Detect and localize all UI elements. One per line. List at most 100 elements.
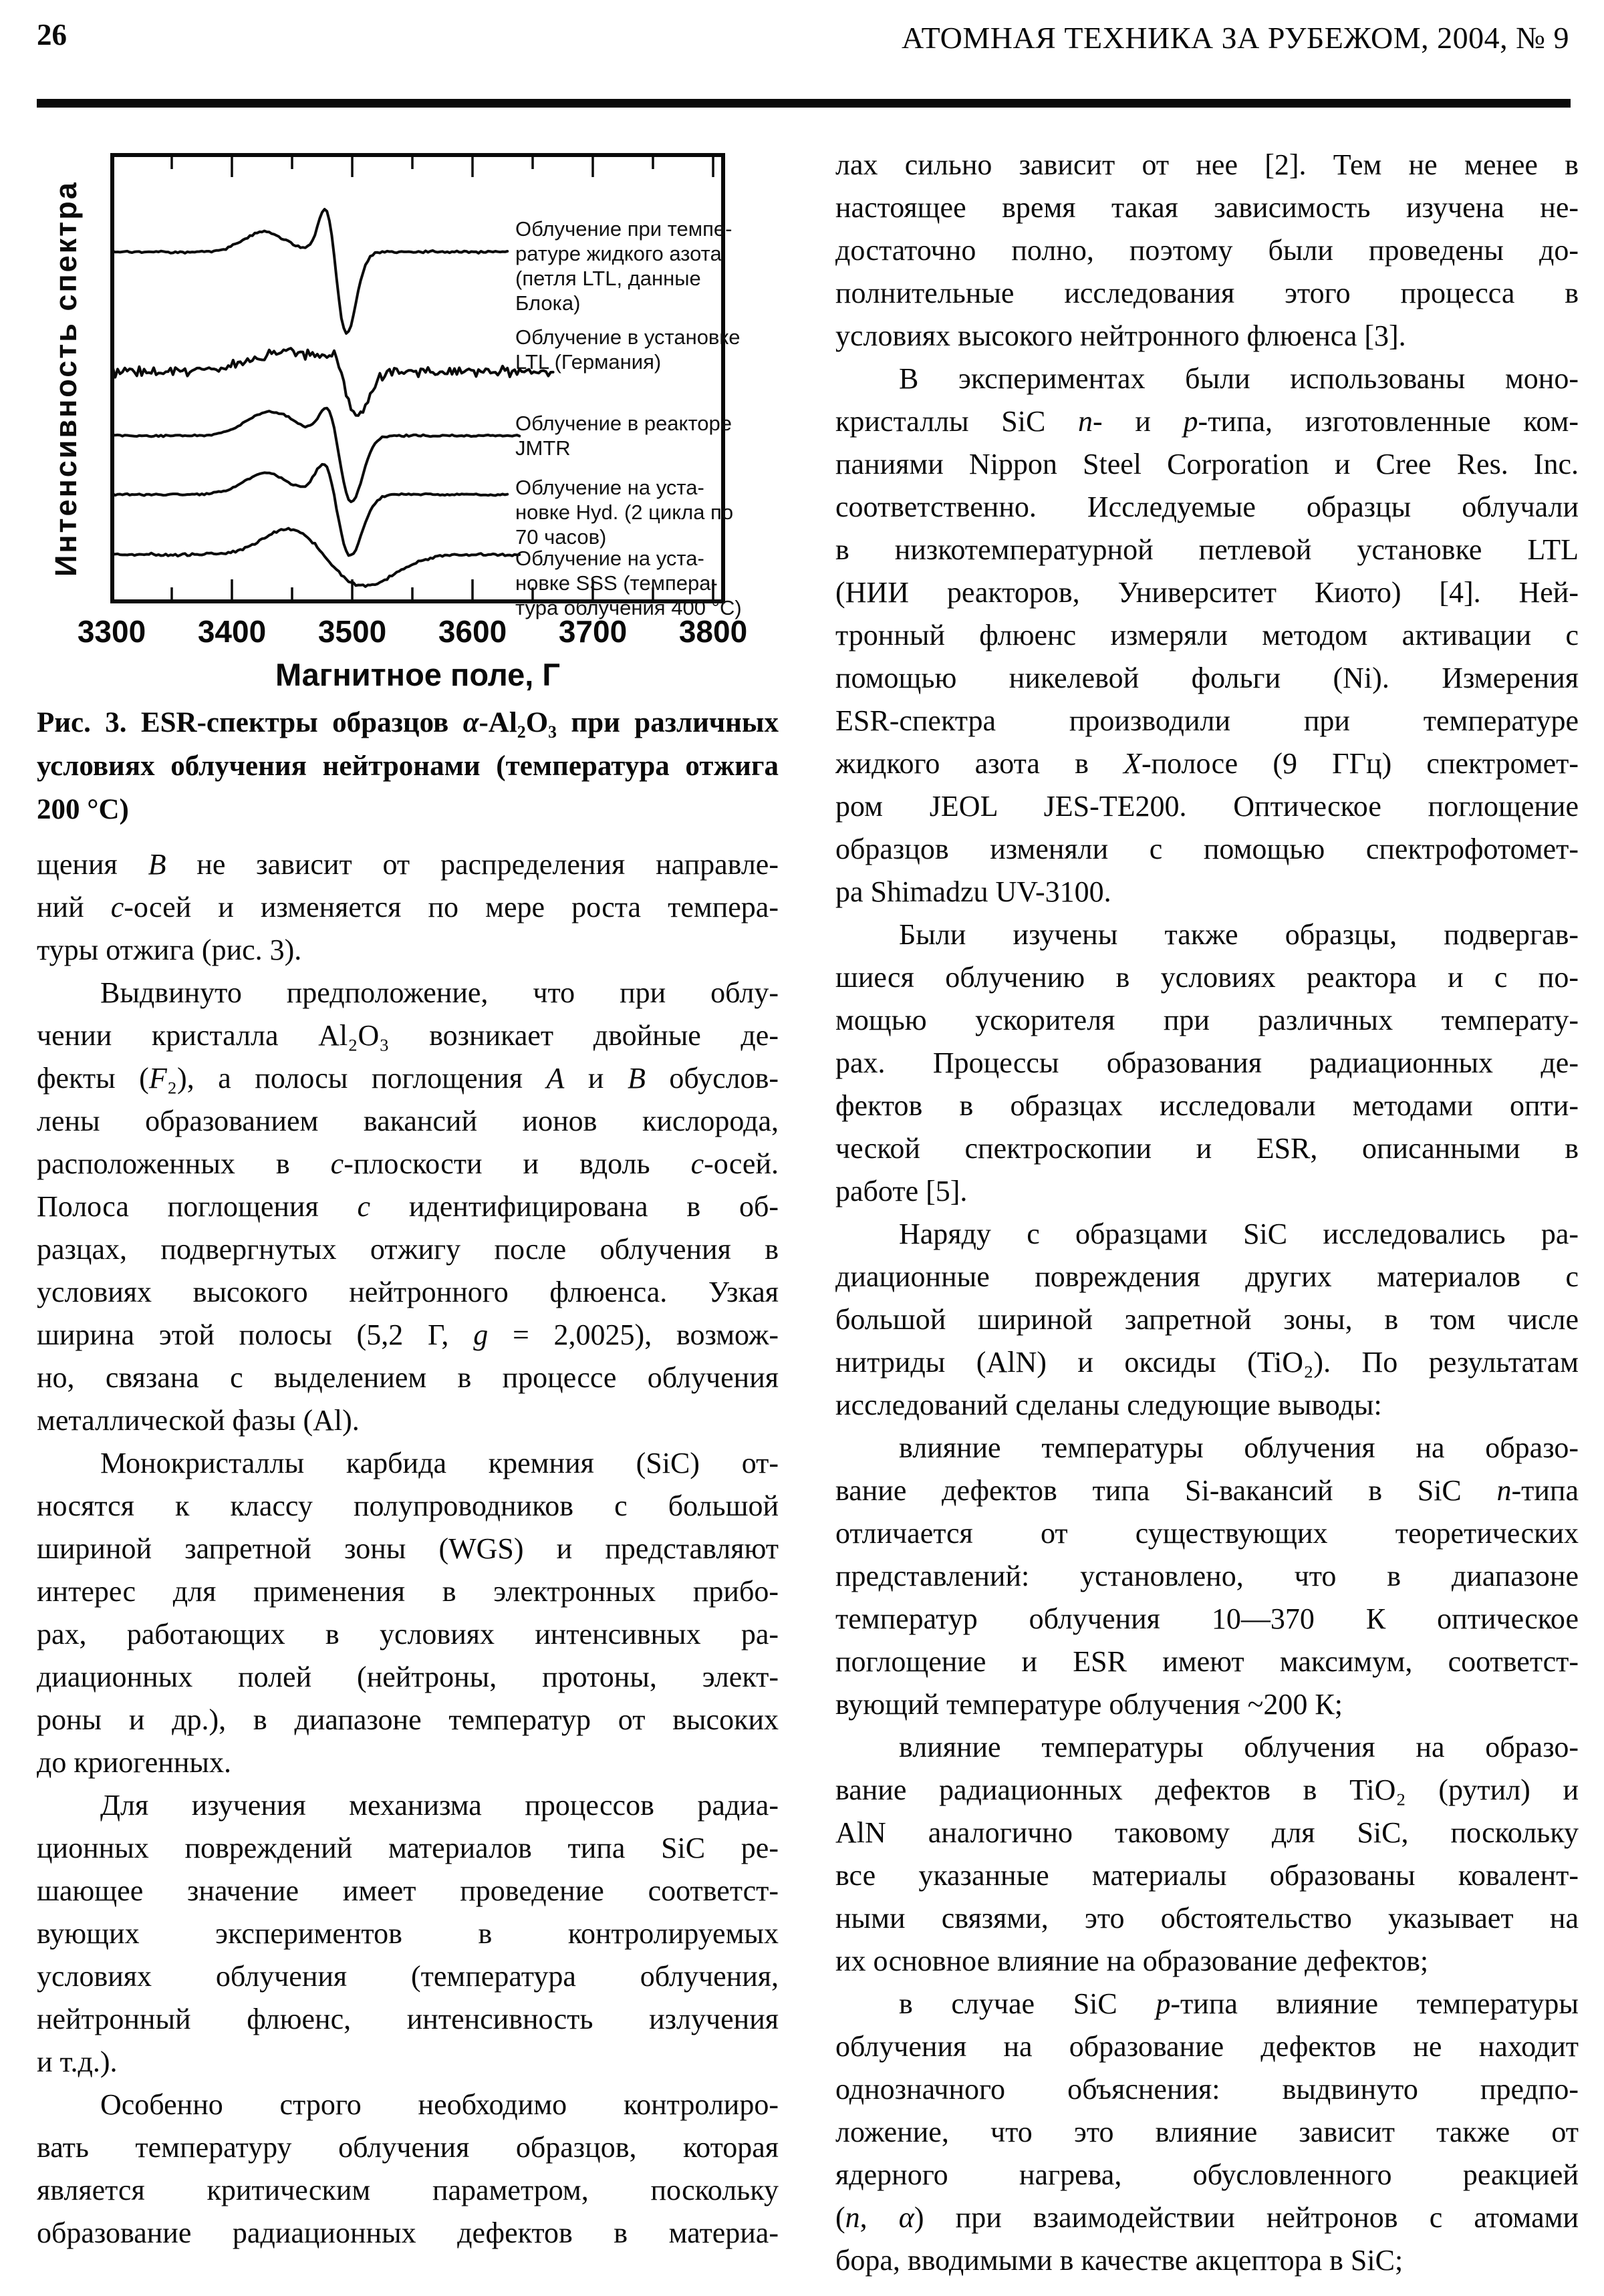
text-line: разцах, подвергнутых отжигу после облуче… (37, 1233, 779, 1266)
text-line: ESR-спектра производили при температуре (835, 704, 1579, 737)
text-line: туры отжига (рис. 3). (37, 934, 302, 966)
text-line: достаточно полно, поэтому были проведены… (835, 234, 1579, 267)
x-tick-label: 3400 (197, 614, 267, 649)
text-line: паниями Nippon Steel Corporation и Cree … (835, 448, 1579, 480)
curve-label-line: Облучение на уста- (515, 476, 704, 499)
curve-label: Облучение в установке LTL (Германия) (515, 325, 769, 374)
text-line: поглощение и ESR имеют максимум, соответ… (835, 1645, 1579, 1678)
text-line: лах сильно зависит от нее [2]. Тем не ме… (835, 148, 1579, 181)
curve-label: Облучение на уста-новке Hyd. (2 цикла по… (515, 475, 769, 549)
curve-label-line: Облучение на уста- (515, 547, 704, 570)
curve-label: Облучение на уста-новке SSS (темпера-тур… (515, 546, 769, 620)
text-line: (НИИ реакторов, Университет Киото) [4]. … (835, 576, 1579, 609)
text-line: расположенных в c-плоскости и вдоль c-ос… (37, 1147, 779, 1180)
header-rule (37, 99, 1571, 108)
journal-header-title: АТОМНАЯ ТЕХНИКА ЗА РУБЕЖОМ, 2004, № 9 (901, 21, 1569, 55)
text-line: Были изучены также образцы, подвергав- (899, 918, 1579, 951)
text-line: вать температуру облучения образцов, кот… (37, 2131, 779, 2164)
curve-label-line: тура облучения 400 °C) (515, 596, 742, 619)
text-line: влияние температуры облучения на образо- (899, 1731, 1579, 1763)
text-line: фектов в образцах исследовали методами о… (835, 1089, 1579, 1122)
text-line: ложение, что это влияние зависит также о… (835, 2116, 1579, 2148)
curve-label-line: новке SSS (темпера- (515, 571, 718, 595)
esr-plot (110, 153, 725, 603)
text-line: ширина этой полосы (5,2 Г, g = 2,0025), … (37, 1318, 779, 1351)
text-line: диационные повреждения других материалов… (835, 1260, 1579, 1293)
x-tick-label: 3800 (678, 614, 748, 649)
text-line: диационных полей (нейтроны, протоны, эле… (37, 1661, 779, 1693)
text-line: однозначного объяснения: выдвинуто предп… (835, 2073, 1579, 2106)
text-line: ядерного нагрева, обусловленного реакцие… (835, 2158, 1579, 2191)
caption-line: Рис. 3. ESR-спектры образцов α-Al₂O₃ при… (37, 707, 779, 738)
caption-line: 200 °C) (37, 794, 129, 825)
text-line: представлений: установлено, что в диапаз… (835, 1560, 1579, 1592)
text-line: ра Shimadzu UV-3100. (835, 875, 1111, 908)
text-line: условиях облучения (температура облучени… (37, 1960, 779, 1993)
text-line: полнительные исследования этого процесса… (835, 277, 1579, 309)
text-line: ционных повреждений материалов типа SiC … (37, 1832, 779, 1864)
esr-curve (111, 208, 509, 335)
text-line: Для изучения механизма процессов радиа- (100, 1789, 779, 1822)
curve-label: Облучение в реакторе JMTR (515, 411, 769, 460)
text-line: исследований сделаны следующие выводы: (835, 1389, 1382, 1421)
plot-frame (110, 153, 725, 603)
text-line: В экспериментах были использованы моно- (899, 362, 1579, 395)
column-right: лах сильно зависит от нее [2]. Тем не ме… (835, 144, 1579, 2282)
text-line: нитриды (AlN) и оксиды (TiO₂). По резуль… (835, 1346, 1579, 1379)
caption-line: условиях облучения нейтронами (температу… (37, 750, 779, 782)
text-line: вание радиационных дефектов в TiO₂ (рути… (835, 1773, 1579, 1806)
curve-label-line: (петля LTL, данные (515, 267, 701, 290)
text-line: но, связана с выделением в процессе облу… (37, 1361, 779, 1394)
curve-label-line: Облучение в установке (515, 325, 741, 349)
text-line: (n, α) при взаимодействии нейтронов с ат… (835, 2201, 1579, 2234)
text-line: образование радиационных дефектов в мате… (37, 2216, 779, 2249)
curve-label-line: Блока) (515, 291, 581, 315)
curve-label-line: 70 часов) (515, 525, 607, 549)
text-line: шириной запретной зоны (WGS) и представл… (37, 1532, 779, 1565)
text-line: Особенно строго необходимо контролиро- (100, 2088, 779, 2121)
curve-label-line: ратуре жидкого азота (515, 242, 722, 265)
curve-label-line: LTL (Германия) (515, 350, 662, 374)
text-line: отличается от существующих теоретических (835, 1517, 1579, 1550)
text-line: ром JEOL JES-TE200. Оптическое поглощени… (835, 790, 1579, 823)
text-line: AlN аналогично таковому для SiC, посколь… (835, 1816, 1579, 1849)
text-line: облучения на образование дефектов не нах… (835, 2030, 1579, 2063)
x-tick-label: 3600 (438, 614, 507, 649)
esr-curve (111, 462, 509, 557)
esr-curve (111, 527, 521, 588)
curve-label-line: JMTR (515, 436, 571, 460)
x-tick-label: 3700 (558, 614, 628, 649)
y-axis-label: Интенсивность спектра (49, 180, 83, 577)
text-line: Наряду с образцами SiC исследовались ра- (899, 1217, 1579, 1250)
x-axis-label: Магнитное поле, Г (275, 657, 561, 692)
text-line: рах, работающих в условиях интенсивных р… (37, 1618, 779, 1651)
figure-caption: Рис. 3. ESR-спектры образцов α-Al₂O₃ при… (37, 701, 779, 831)
column-left: Интенсивность спектра 3300 3400 3500 3600 37… (37, 137, 779, 2255)
curve-label-line: новке Hyd. (2 цикла по (515, 500, 734, 524)
text-line: лены образованием вакансий ионов кислоро… (37, 1105, 779, 1137)
text-line: щения B не зависит от распределения напр… (37, 848, 779, 881)
text-line: ными связями, это обстоятельство указыва… (835, 1902, 1579, 1934)
text-line: чении кристалла Al₂O₃ возникает двойные … (37, 1019, 779, 1052)
text-line: мощью ускорителя при различных температу… (835, 1004, 1579, 1036)
x-tick-label: 3300 (77, 614, 146, 649)
text-line: роны и др.), в диапазоне температур от в… (37, 1703, 779, 1736)
left-column-text: щения B не зависит от распределения напр… (37, 843, 779, 2255)
curve-label-line: Облучение при темпе- (515, 217, 732, 241)
text-line: вание дефектов типа Si-вакансий в SiC n-… (835, 1474, 1579, 1507)
esr-spectra-figure: Интенсивность спектра 3300 3400 3500 3600 37… (37, 150, 779, 698)
text-line: настоящее время такая зависимость изучен… (835, 191, 1579, 224)
text-line: Полоса поглощения c идентифицирована в о… (37, 1190, 779, 1223)
x-tick-label: 3500 (317, 614, 387, 649)
text-line: в низкотемпературной петлевой установке … (835, 533, 1579, 566)
text-line: металлической фазы (Al). (37, 1404, 360, 1437)
text-line: носятся к классу полупроводников с больш… (37, 1489, 779, 1522)
text-line: фекты (F₂), а полосы поглощения A и B об… (37, 1062, 779, 1095)
text-line: интерес для применения в электронных при… (37, 1575, 779, 1608)
text-line: жидкого азота в X-полосе (9 ГГц) спектро… (835, 747, 1579, 780)
text-line: нейтронный флюенс, интенсивность излучен… (37, 2003, 779, 2035)
text-line: вующий температуре облучения ~200 К; (835, 1688, 1343, 1721)
esr-curve (111, 406, 521, 503)
text-line: в случае SiC p-типа влияние температуры (899, 1987, 1579, 2020)
text-line: условиях высокого нейтронного флюенса. У… (37, 1276, 779, 1308)
